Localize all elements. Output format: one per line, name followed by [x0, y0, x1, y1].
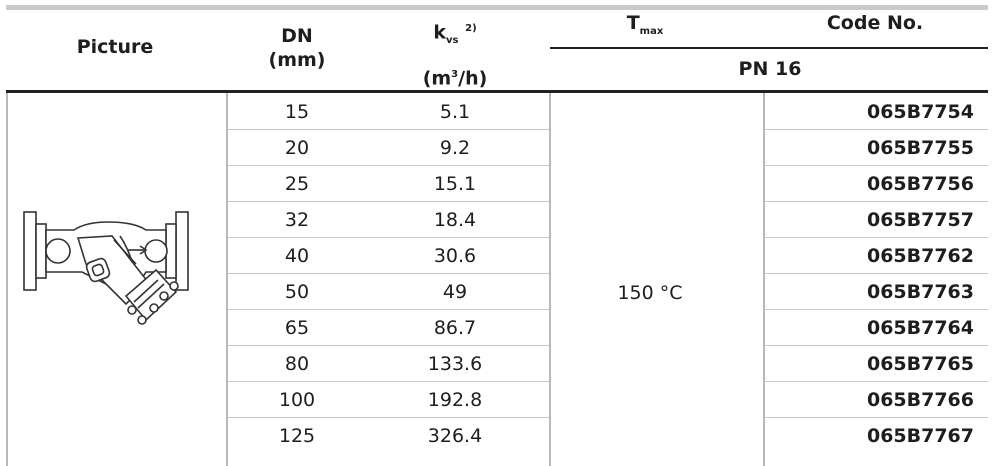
cell-kvs: 49 [442, 281, 468, 303]
row-line [228, 345, 549, 346]
col-line-left [6, 93, 8, 466]
header-dn: DN (mm) [232, 24, 362, 72]
cell-kvs: 192.8 [427, 389, 483, 411]
cell-code: 065B7756 [866, 173, 974, 195]
row-line [765, 417, 988, 418]
strainer-valve-icon [16, 200, 196, 375]
header-kvs-unit-sup: 3 [451, 69, 459, 81]
row-line [765, 345, 988, 346]
row-line [765, 381, 988, 382]
cell-code: 065B7767 [866, 425, 974, 447]
cell-kvs: 30.6 [433, 245, 477, 267]
header-picture-label: Picture [76, 36, 154, 58]
header-picture: Picture [20, 36, 210, 58]
cell-code: 065B7763 [866, 281, 974, 303]
cell-kvs: 15.1 [433, 173, 477, 195]
header-kvs-unit-pre: (m [422, 67, 452, 90]
cell-code: 065B7755 [866, 137, 974, 159]
header-tmax-sub: max [639, 25, 664, 37]
cell-dn: 125 [278, 425, 316, 447]
cell-code: 065B7762 [866, 245, 974, 267]
pn-rule [550, 47, 988, 49]
cell-code: 065B7766 [866, 389, 974, 411]
cell-code: 065B7764 [866, 317, 974, 339]
header-kvs-sub: vs [446, 35, 459, 47]
cell-dn: 40 [284, 245, 310, 267]
cell-dn: 25 [284, 173, 310, 195]
cell-kvs: 133.6 [427, 353, 483, 375]
header-code: Code No. [780, 12, 970, 34]
cell-code: 065B7765 [866, 353, 974, 375]
col-line-2 [549, 93, 551, 466]
header-kvs: kvs 2) (m3/h) [390, 12, 520, 95]
cell-dn: 32 [284, 209, 310, 231]
cell-dn: 15 [284, 101, 310, 123]
cell-code: 065B7754 [866, 101, 974, 123]
header-kvs-line1: kvs 2) [390, 12, 520, 58]
cell-code: 065B7757 [866, 209, 974, 231]
row-line [228, 237, 549, 238]
row-line [228, 309, 549, 310]
row-line [765, 165, 988, 166]
header-kvs-unit-post: /h) [458, 67, 488, 90]
header-kvs-sup: 2) [465, 23, 477, 34]
header-pn-label: PN 16 [738, 58, 802, 80]
header-dn-line1: DN [281, 25, 313, 47]
row-line [228, 129, 549, 130]
row-line [765, 309, 988, 310]
cell-kvs: 9.2 [439, 137, 471, 159]
header-rule [6, 90, 988, 93]
cell-dn: 50 [284, 281, 310, 303]
cell-dn: 20 [284, 137, 310, 159]
row-line [765, 201, 988, 202]
row-line [765, 129, 988, 130]
col-line-3 [763, 93, 765, 466]
row-line [228, 273, 549, 274]
cell-dn: 80 [284, 353, 310, 375]
row-line [765, 237, 988, 238]
header-dn-line2: (mm) [268, 49, 326, 71]
cell-dn: 65 [284, 317, 310, 339]
cell-dn: 100 [278, 389, 316, 411]
header-kvs-k: k [433, 21, 446, 44]
header-kvs-line2: (m3/h) [390, 58, 520, 95]
header-tmax: Tmax [560, 12, 730, 37]
cell-kvs: 326.4 [427, 425, 483, 447]
header-pn: PN 16 [560, 58, 980, 80]
row-line [228, 165, 549, 166]
cell-kvs: 18.4 [433, 209, 477, 231]
row-line [228, 417, 549, 418]
row-line [228, 381, 549, 382]
top-rule [6, 5, 988, 10]
row-line [765, 273, 988, 274]
col-line-1 [226, 93, 228, 466]
tmax-value: 150 °C [617, 282, 683, 304]
cell-kvs: 5.1 [439, 101, 471, 123]
row-line [228, 201, 549, 202]
cell-kvs: 86.7 [433, 317, 477, 339]
header-tmax-t: T [626, 12, 640, 34]
header-code-label: Code No. [826, 12, 924, 34]
